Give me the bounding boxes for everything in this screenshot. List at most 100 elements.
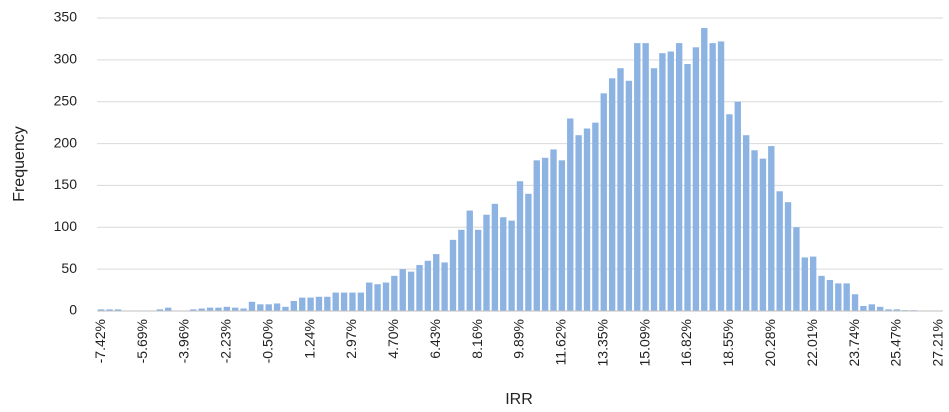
bar (768, 146, 775, 311)
y-tick-label: 250 (54, 92, 78, 108)
x-tick-label: 18.55% (720, 319, 736, 366)
bar (701, 28, 708, 311)
y-tick-label: 0 (69, 302, 77, 318)
x-tick-label: -2.23% (218, 319, 234, 363)
bar (876, 306, 884, 311)
bar (206, 307, 214, 311)
bar (215, 307, 222, 311)
bar (299, 297, 306, 311)
bar (165, 307, 172, 311)
bar (600, 93, 607, 311)
bar (198, 308, 205, 311)
bar (98, 309, 105, 311)
bar (634, 43, 641, 311)
bar (726, 114, 733, 312)
x-tick-label: 27.21% (930, 319, 946, 366)
x-tick-label: 23.74% (846, 319, 862, 366)
x-tick-label: 4.70% (385, 319, 401, 359)
x-tick-label: 6.43% (427, 319, 443, 359)
bar (223, 306, 231, 311)
bar (675, 43, 683, 311)
bar (516, 181, 524, 311)
bar (340, 292, 348, 311)
bar (583, 128, 591, 311)
x-tick-label: -7.42% (92, 319, 108, 363)
y-tick-label: 300 (54, 51, 78, 67)
bar (759, 158, 767, 311)
bar (240, 308, 247, 311)
bar (533, 160, 540, 311)
bar (248, 301, 256, 311)
bar (366, 282, 373, 311)
bar (433, 254, 440, 311)
bar (449, 239, 457, 311)
bar (625, 80, 633, 312)
bar (466, 210, 473, 311)
bar (541, 157, 549, 311)
bar (893, 309, 901, 311)
y-tick-label: 150 (54, 176, 78, 192)
bar (650, 68, 658, 311)
x-tick-label: 9.89% (511, 319, 527, 359)
bar (851, 294, 859, 311)
bar (734, 101, 741, 311)
bar (290, 300, 298, 311)
bar (835, 283, 842, 311)
bar (307, 297, 314, 311)
bar (106, 309, 113, 311)
x-tick-label: -0.50% (259, 319, 275, 363)
bar (642, 43, 649, 311)
x-tick-label: -3.96% (176, 319, 192, 363)
bar (156, 309, 164, 311)
bar (684, 64, 691, 312)
x-axis-title: IRR (505, 391, 533, 408)
bar (793, 227, 800, 311)
bar (525, 193, 532, 311)
bar (407, 271, 415, 311)
bar (474, 229, 482, 311)
bar (742, 135, 750, 311)
bar (416, 264, 423, 311)
bar (265, 304, 272, 311)
bar (257, 304, 264, 311)
bar (558, 160, 566, 311)
y-tick-label: 200 (54, 134, 78, 150)
bar (692, 47, 700, 312)
bar (315, 296, 323, 311)
bar (659, 53, 666, 311)
bar (818, 275, 825, 311)
bar (491, 203, 499, 311)
x-tick-label: 25.47% (888, 319, 904, 366)
y-tick-label: 350 (54, 9, 78, 25)
bar (567, 118, 574, 311)
bar (550, 149, 557, 311)
bar (349, 292, 356, 311)
bar (617, 68, 624, 311)
bar (382, 282, 390, 311)
bar (282, 306, 289, 311)
x-tick-label: 15.09% (636, 319, 652, 366)
x-tick-label: 8.16% (469, 319, 485, 359)
x-tick-label: 16.82% (678, 319, 694, 366)
bar (868, 304, 875, 311)
bar (776, 191, 783, 311)
bar (483, 214, 490, 311)
bar (324, 296, 331, 311)
x-tick-label: -5.69% (134, 319, 150, 363)
bar (458, 229, 465, 311)
bar (374, 284, 381, 311)
x-tick-label: 20.28% (762, 319, 778, 366)
bar (441, 262, 448, 311)
bar (391, 275, 398, 311)
bar (801, 257, 808, 311)
bar (332, 292, 339, 311)
bar (592, 122, 599, 312)
x-tick-label: 22.01% (804, 319, 820, 366)
bar (232, 307, 239, 311)
bar (575, 135, 582, 311)
bar (357, 292, 365, 311)
x-tick-label: 1.24% (301, 319, 317, 359)
bar (860, 305, 867, 311)
bar (114, 309, 122, 311)
